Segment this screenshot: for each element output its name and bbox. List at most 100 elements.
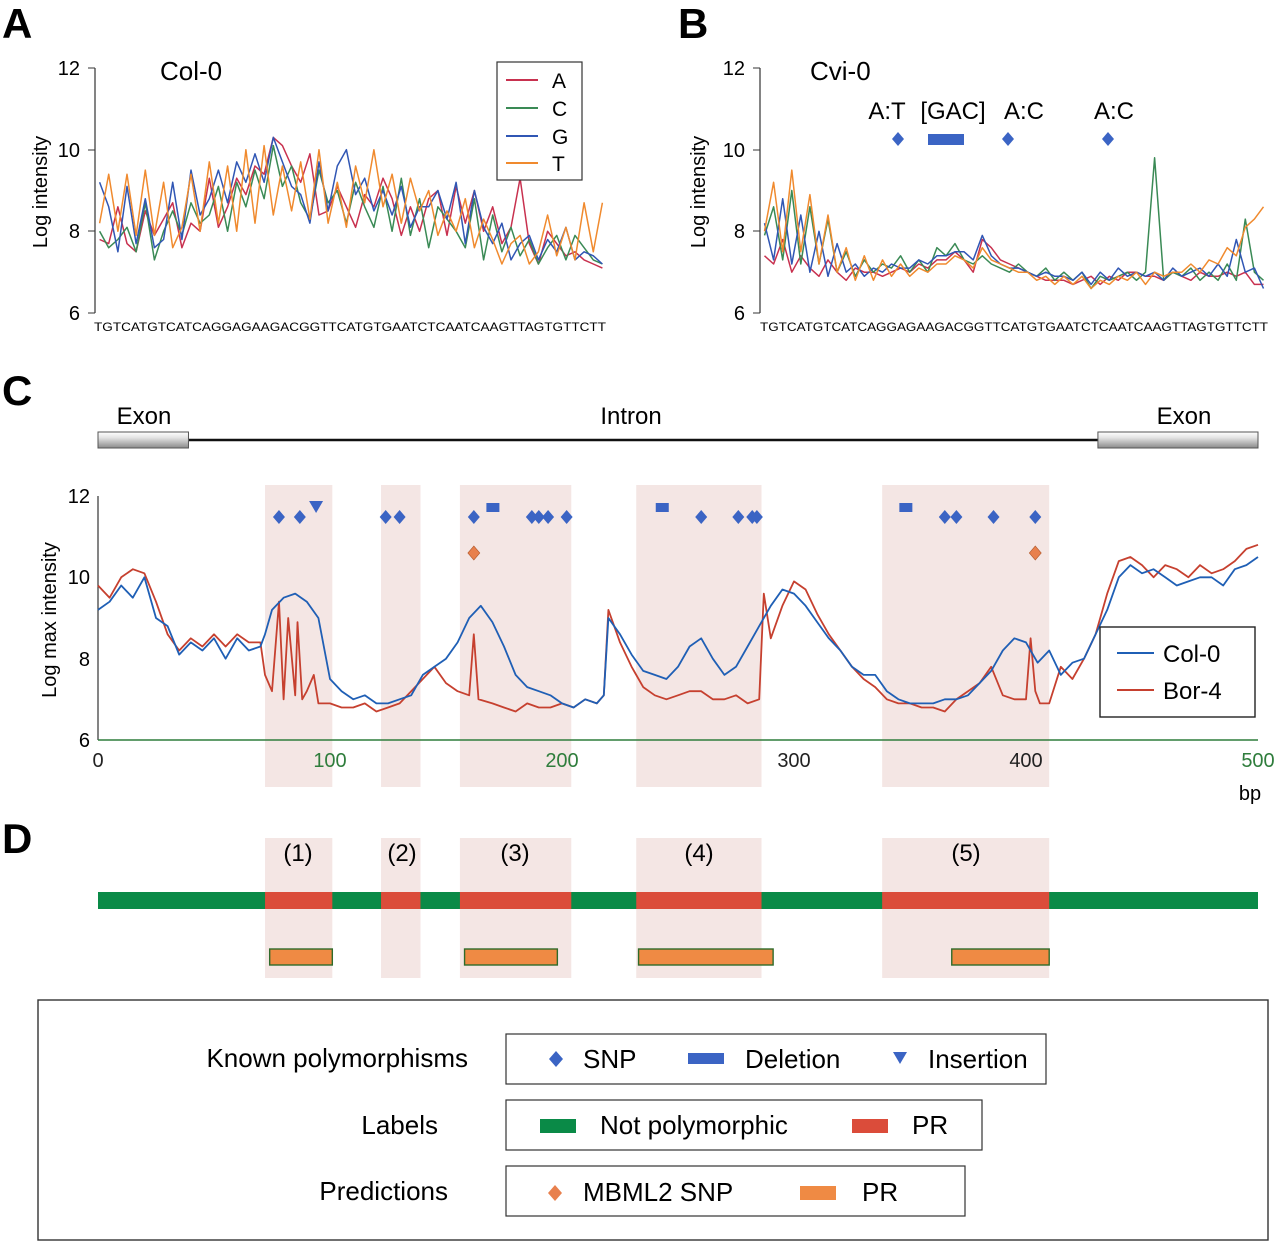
panel-c-ylabel: Log max intensity — [39, 542, 61, 698]
annotation-b-deletion-marker — [928, 134, 964, 145]
annotation-b-snp-marker-2 — [1002, 132, 1014, 146]
panel-label-d: D — [2, 815, 32, 862]
snp-marker-17 — [1029, 510, 1042, 524]
snp-marker-2 — [293, 510, 306, 524]
annotation-b-label-1: A:T — [868, 98, 906, 125]
series-line-a-g — [98, 136, 603, 265]
legend-a-label-g: G — [552, 126, 568, 149]
legend-c-label-col0: Col-0 — [1163, 641, 1220, 668]
panel-a-ytick-10: 10 — [58, 140, 80, 162]
panel-c-xtick-500: 500 — [1241, 750, 1274, 772]
region-label-1: (1) — [283, 840, 312, 867]
panel-c-plot — [97, 543, 1259, 713]
deletion-marker-2 — [655, 503, 669, 512]
panel-c-ytick-8: 8 — [79, 649, 90, 671]
panel-c: C Exon Intron Exon Log max intensity 6 8… — [2, 367, 1275, 805]
snp-marker-6 — [525, 510, 538, 524]
exon-left-box — [97, 431, 189, 449]
shaded-regions — [265, 485, 1050, 787]
legend-pr-label-icon — [852, 1119, 888, 1133]
panel-a-ylabel: Log intensity — [30, 136, 52, 248]
legend-known-title: Known polymorphisms — [206, 1043, 468, 1073]
region-label-2: (2) — [387, 840, 416, 867]
polymorphism-markers — [272, 501, 1042, 561]
panel-b-title: Cvi-0 — [810, 56, 871, 86]
annotation-b-snp-marker-3 — [1102, 132, 1114, 146]
snp-marker-10 — [695, 510, 708, 524]
shaded-region-4 — [636, 485, 762, 787]
panel-c-legend: Col-0 Bor-4 — [1099, 626, 1256, 718]
annotation-b-label-3: A:C — [1004, 98, 1044, 125]
label-track-pr-segments — [265, 892, 1050, 909]
prediction-pr-segment-2 — [463, 948, 559, 966]
panel-a-sequence: TGTCATGTCATCAGGAGAAGACGGTTCATGTGAATCTCAA… — [94, 320, 607, 334]
panel-b-y-ticks: 6 8 10 12 — [723, 58, 760, 325]
panel-a-title: Col-0 — [160, 56, 222, 86]
panel-label-c: C — [2, 367, 32, 414]
panel-c-ytick-10: 10 — [68, 567, 90, 589]
legend-snp-label: SNP — [583, 1044, 636, 1074]
legend-c-label-bor4: Bor-4 — [1163, 678, 1222, 705]
label-pr-segment-2 — [381, 892, 421, 909]
region-label-4: (4) — [684, 840, 713, 867]
panel-c-x-ticks: 0 100 200 300 400 500 — [92, 750, 1274, 772]
panel-c-ytick-6: 6 — [79, 730, 90, 752]
figure-legend: Known polymorphisms SNP Deletion Inserti… — [37, 999, 1269, 1241]
series-line-b-t — [763, 169, 1265, 290]
snp-marker-8 — [542, 510, 555, 524]
series-line-col0 — [97, 556, 1259, 709]
panel-b-ytick-6: 6 — [734, 303, 745, 325]
panel-d: D (1) (2) (3) (4) (5) — [2, 815, 1258, 978]
legend-mbml2-snp-icon — [548, 1185, 562, 1201]
legend-labels-box — [505, 1099, 983, 1151]
deletion-marker-1 — [486, 503, 500, 512]
legend-deletion-icon — [688, 1053, 724, 1064]
panel-c-y-ticks: 6 8 10 12 — [68, 486, 90, 752]
panel-b-ytick-10: 10 — [723, 140, 745, 162]
panel-c-xtick-200: 200 — [545, 750, 578, 772]
legend-not-polymorphic-icon — [540, 1119, 576, 1133]
prediction-pr-segment-4 — [951, 948, 1050, 966]
prediction-pr-segment-3 — [637, 948, 774, 966]
predicted-snp-marker-1 — [467, 545, 481, 561]
legend-insertion-icon — [893, 1052, 907, 1064]
legend-known-box — [505, 1033, 1047, 1085]
snp-marker-15 — [950, 510, 963, 524]
panel-b-sequence: TGTCATGTCATCAGGAGAAGACGGTTCATGTGAATCTCAA… — [760, 320, 1269, 334]
snp-marker-13 — [750, 510, 763, 524]
shaded-region-2 — [381, 485, 421, 787]
legend-insertion-label: Insertion — [928, 1044, 1028, 1074]
annotation-b-label-2: [GAC] — [920, 98, 985, 125]
predicted-snp-marker-2 — [1028, 545, 1042, 561]
exon-right-box — [1097, 431, 1259, 449]
panel-c-ytick-12: 12 — [68, 486, 90, 508]
snp-marker-9 — [560, 510, 573, 524]
region-labels: (1) (2) (3) (4) (5) — [283, 840, 980, 867]
panel-a-ytick-6: 6 — [69, 303, 80, 325]
panel-c-xtick-100: 100 — [313, 750, 346, 772]
annotation-b-snp-marker-1 — [892, 132, 904, 146]
panel-b-ylabel: Log intensity — [688, 136, 710, 248]
legend-labels-title: Labels — [361, 1110, 438, 1140]
panel-b-ytick-12: 12 — [723, 58, 745, 80]
legend-mbml2-snp-label: MBML2 SNP — [583, 1177, 733, 1207]
label-pr-segment-1 — [265, 892, 333, 909]
legend-predictions-title: Predictions — [319, 1176, 448, 1206]
series-line-a-a — [99, 136, 603, 269]
legend-deletion-label: Deletion — [745, 1044, 840, 1074]
snp-marker-11 — [732, 510, 745, 524]
exon-left-label: Exon — [117, 403, 172, 430]
legend-a-label-c: C — [552, 98, 567, 121]
panel-c-xtick-400: 400 — [1009, 750, 1042, 772]
legend-a-label-a: A — [552, 70, 566, 93]
prediction-track — [268, 948, 1050, 966]
series-line-a-t — [98, 144, 604, 265]
panel-b-plot — [763, 157, 1265, 290]
series-line-b-c — [763, 157, 1264, 290]
snp-marker-4 — [393, 510, 406, 524]
series-line-b-g — [763, 197, 1265, 289]
panel-c-xtick-0: 0 — [92, 750, 103, 772]
legend-a-label-t: T — [552, 153, 565, 176]
panel-b-ytick-8: 8 — [734, 221, 745, 243]
